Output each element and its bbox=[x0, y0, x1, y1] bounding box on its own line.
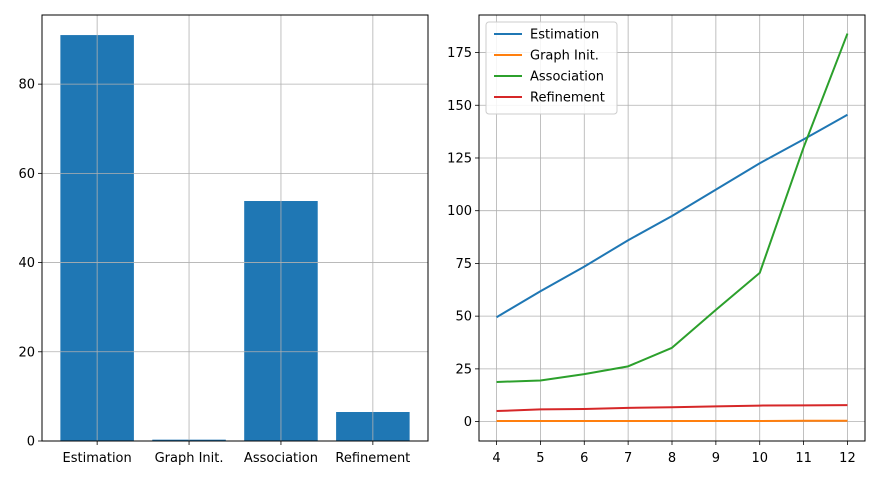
series-line bbox=[496, 404, 848, 413]
y-tick-label: 0 bbox=[27, 435, 35, 450]
x-tick-label: Association bbox=[244, 451, 318, 466]
x-tick-label: 5 bbox=[536, 451, 544, 466]
series-line bbox=[496, 113, 848, 319]
y-tick-label: 40 bbox=[18, 256, 35, 271]
y-tick-label: 175 bbox=[447, 46, 472, 61]
legend-label: Association bbox=[530, 70, 604, 85]
x-tick-label: 10 bbox=[751, 451, 768, 466]
line-chart: 4 5 6 7 8 9 10 11 12 0 25 50 75 100 125 150 175 Estimatio… bbox=[447, 14, 866, 466]
plot-frame bbox=[41, 14, 429, 442]
x-tick-label: 12 bbox=[839, 451, 856, 466]
x-tick-label: 4 bbox=[492, 451, 500, 466]
y-tick-label: 150 bbox=[447, 99, 472, 114]
y-tick-label: 100 bbox=[447, 204, 472, 219]
x-tick-label: 6 bbox=[580, 451, 588, 466]
x-tick-label: 8 bbox=[668, 451, 676, 466]
x-tick-label: Refinement bbox=[335, 451, 410, 466]
y-tick-label: 60 bbox=[18, 167, 35, 182]
x-tick-label: 11 bbox=[795, 451, 812, 466]
y-tick-label: 75 bbox=[455, 257, 472, 272]
x-tick-label: Graph Init. bbox=[155, 451, 224, 466]
y-tick-label: 125 bbox=[447, 151, 472, 166]
y-tick-label: 20 bbox=[18, 345, 35, 360]
y-tick-label: 25 bbox=[455, 362, 472, 377]
legend-label: Graph Init. bbox=[530, 49, 599, 64]
y-tick-label: 0 bbox=[464, 415, 472, 430]
x-tick-label: 7 bbox=[624, 451, 632, 466]
y-tick-label: 50 bbox=[455, 310, 472, 325]
bar-chart: Estimation Graph Init. Association Refineme… bbox=[18, 14, 429, 466]
x-tick-label: 9 bbox=[712, 451, 720, 466]
legend-label: Estimation bbox=[530, 28, 599, 43]
series-line bbox=[496, 33, 849, 383]
legend-label: Refinement bbox=[530, 91, 605, 106]
y-tick-label: 80 bbox=[18, 78, 35, 93]
legend-frame bbox=[485, 21, 618, 115]
legend: Estimation Graph Init. Association Refineme… bbox=[485, 21, 618, 115]
x-tick-label: Estimation bbox=[63, 451, 132, 466]
